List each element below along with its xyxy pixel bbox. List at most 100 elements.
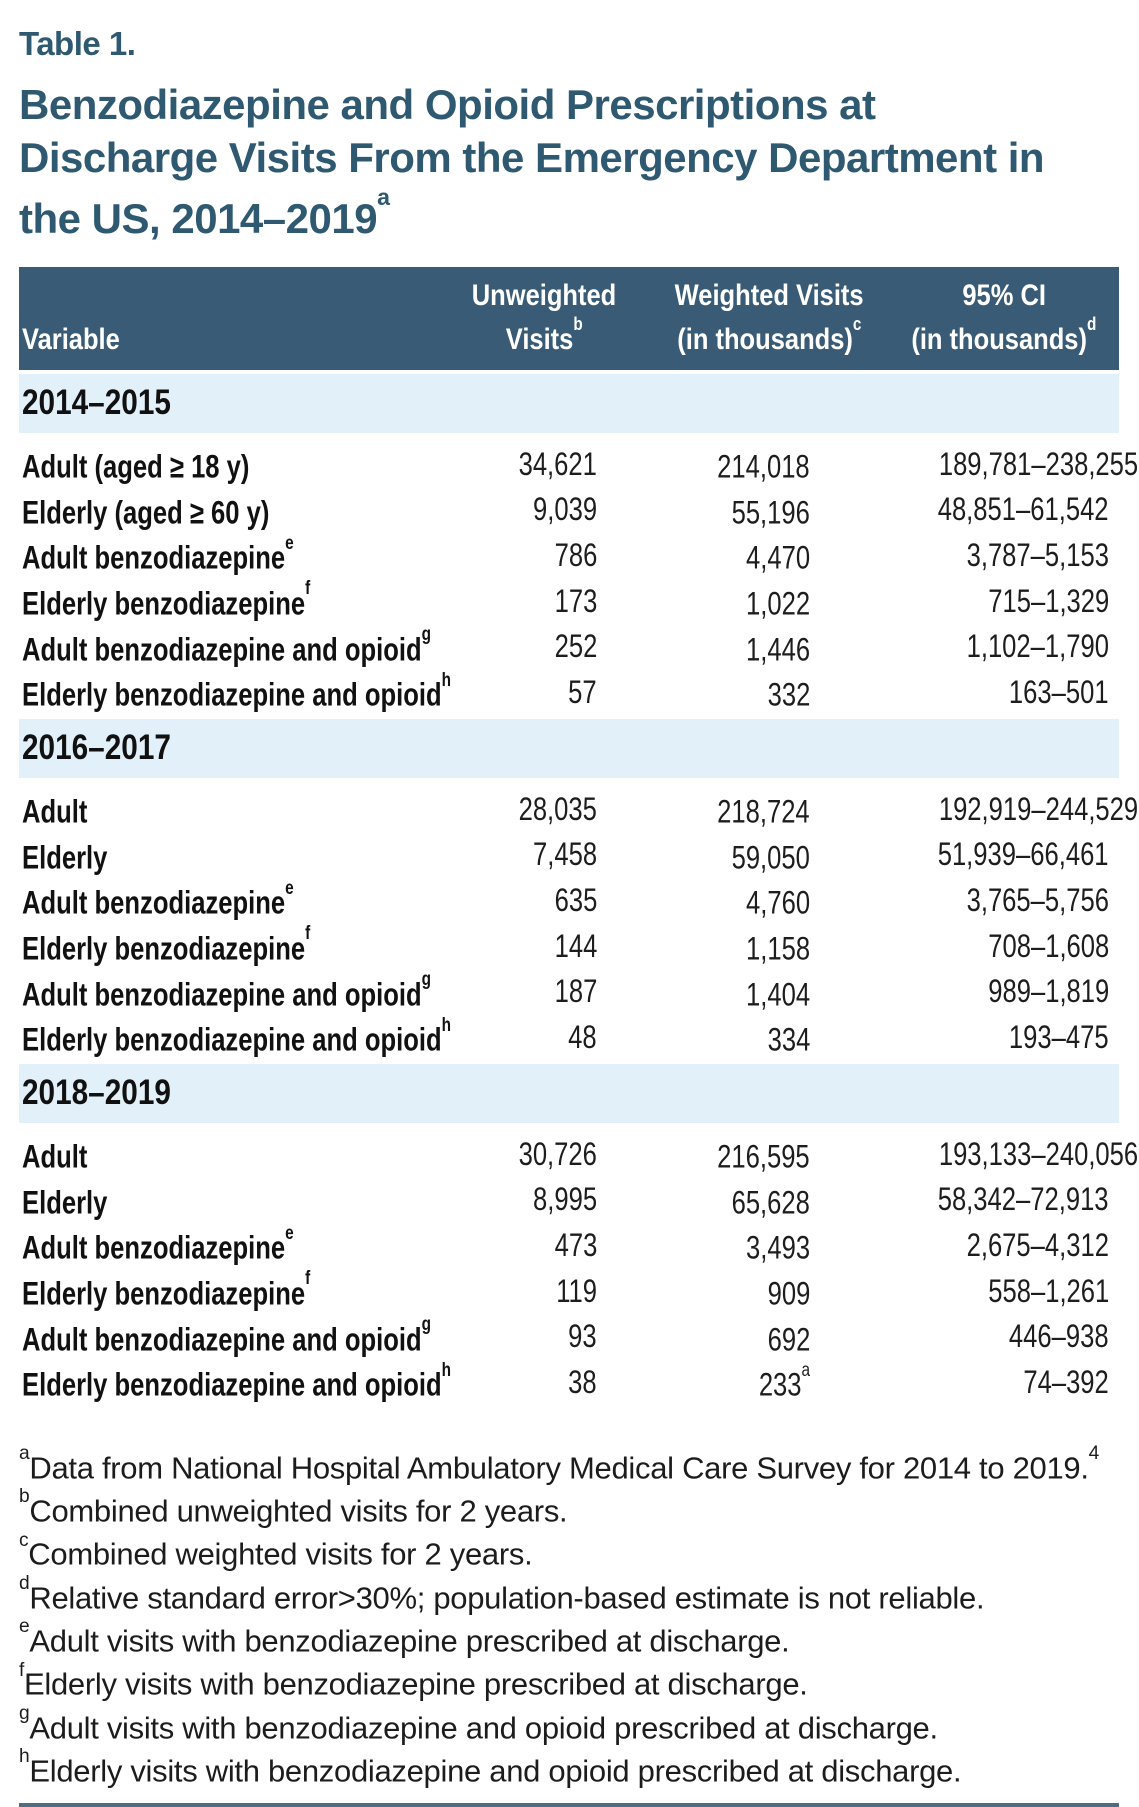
ci-value: 715–1,329	[987, 582, 1109, 619]
ci-value: 708–1,608	[987, 927, 1109, 964]
row-label: Adult benzodiazepinee	[22, 1222, 294, 1266]
ci-value: 48,851–61,542	[938, 491, 1109, 528]
table-number-label: Table 1.	[19, 25, 136, 62]
page-title-text: Benzodiazepine and Opioid Prescriptions …	[19, 81, 1045, 242]
unweighted-value: 34,621	[518, 445, 597, 482]
unweighted-value: 30,726	[518, 1135, 597, 1172]
header-superscript-d: d	[1087, 313, 1097, 334]
row-label: Elderly benzodiazepine and opioidh	[22, 669, 451, 713]
unweighted-value: 144	[554, 927, 597, 964]
row-label: Adult	[22, 793, 88, 830]
ci-value: 989–1,819	[987, 973, 1109, 1010]
unweighted-value: 38	[568, 1363, 597, 1400]
column-header-unweighted-visits: Unweighted Visitsb	[439, 267, 649, 372]
column-header-95-ci: 95% CI (in thousands)d	[889, 267, 1119, 372]
bottom-divider	[19, 1803, 1119, 1807]
table-row: Elderly benzodiazepinef 119 909 558–1,26…	[19, 1268, 1119, 1314]
table-row: Adult benzodiazepine and opioidg 93 692 …	[19, 1314, 1119, 1360]
unweighted-value: 48	[568, 1019, 597, 1056]
row-label: Elderly benzodiazepine and opioidh	[22, 1014, 451, 1058]
weighted-value: 1,022	[745, 585, 810, 622]
table-row: Adult benzodiazepinee 473 3,493 2,675–4,…	[19, 1222, 1119, 1268]
weighted-value: 218,724	[717, 793, 810, 830]
footnote-d: dRelative standard error>30%; population…	[19, 1573, 985, 1616]
ci-value: 51,939–66,461	[938, 836, 1109, 873]
ci-value: 193,133–240,056	[938, 1135, 1139, 1172]
footnotes: aData from National Hospital Ambulatory …	[19, 1443, 1120, 1790]
table-header-row: Variable Unweighted Visitsb Weighted Vis…	[19, 267, 1119, 372]
table-row: Adult benzodiazepinee 635 4,760 3,765–5,…	[19, 877, 1119, 923]
section-label: 2018–2019	[19, 1059, 1119, 1131]
row-label: Adult benzodiazepine and opioidg	[22, 624, 432, 668]
unweighted-value: 7,458	[532, 836, 597, 873]
ci-value: 193–475	[1009, 1019, 1109, 1056]
row-label: Adult (aged ≥ 18 y)	[22, 448, 250, 485]
weighted-value: 909	[767, 1275, 810, 1312]
unweighted-value: 187	[554, 973, 597, 1010]
unweighted-value: 57	[568, 674, 597, 711]
unweighted-value: 473	[554, 1227, 597, 1264]
section-row-2016-2017: 2016–2017	[19, 714, 1119, 786]
row-label: Adult benzodiazepinee	[22, 532, 294, 576]
ci-value: 2,675–4,312	[966, 1227, 1109, 1264]
row-label: Elderly benzodiazepine and opioidh	[22, 1359, 451, 1403]
unweighted-value: 93	[568, 1318, 597, 1355]
ci-value: 58,342–72,913	[938, 1181, 1109, 1218]
footnote-g: gAdult visits with benzodiazepine and op…	[19, 1703, 938, 1746]
unweighted-value: 9,039	[532, 491, 597, 528]
table-row: Elderly benzodiazepine and opioidh 48 33…	[19, 1014, 1119, 1062]
footnote-h: hElderly visits with benzodiazepine and …	[19, 1746, 962, 1789]
ci-value: 1,102–1,790	[966, 628, 1109, 665]
weighted-value: 4,760	[745, 884, 810, 921]
weighted-value: 65,628	[731, 1184, 810, 1221]
ci-value: 163–501	[1009, 674, 1109, 711]
unweighted-value: 28,035	[518, 790, 597, 827]
table-row: Elderly benzodiazepine and opioidh 38 23…	[19, 1359, 1119, 1405]
weighted-value: 332	[767, 676, 810, 713]
weighted-value: 59,050	[731, 839, 810, 876]
row-label: Elderly	[22, 839, 108, 876]
table-row: Elderly benzodiazepinef 173 1,022 715–1,…	[19, 578, 1119, 624]
section-row-2018-2019: 2018–2019	[19, 1059, 1119, 1131]
ci-value: 3,765–5,756	[966, 882, 1109, 919]
table-row: Elderly 8,995 65,628 58,342–72,913	[19, 1177, 1119, 1223]
section-row-2014-2015: 2014–2015	[19, 370, 1119, 441]
weighted-value: 334	[767, 1021, 810, 1058]
weighted-value: 233a	[758, 1359, 810, 1403]
weighted-value: 1,404	[745, 976, 810, 1013]
row-label: Elderly benzodiazepinef	[22, 923, 311, 967]
weighted-value: 216,595	[717, 1138, 810, 1175]
weighted-value: 692	[767, 1321, 810, 1358]
header-superscript-b: b	[573, 313, 583, 334]
unweighted-value: 252	[554, 628, 597, 665]
unweighted-value: 173	[554, 582, 597, 619]
unweighted-value: 119	[556, 1272, 597, 1309]
row-label: Adult benzodiazepinee	[22, 877, 294, 921]
page-title: Benzodiazepine and Opioid Prescriptions …	[19, 78, 1119, 245]
footnote-a: aData from National Hospital Ambulatory …	[19, 1443, 1100, 1486]
table-row: Adult benzodiazepinee 786 4,470 3,787–5,…	[19, 532, 1119, 578]
footnote-reference-4: 4	[1088, 1443, 1100, 1465]
ci-value: 3,787–5,153	[966, 537, 1109, 574]
section-label: 2016–2017	[19, 714, 1119, 786]
footnote-b: bCombined unweighted visits for 2 years.	[19, 1486, 568, 1529]
footnote-f: fElderly visits with benzodiazepine pres…	[19, 1659, 808, 1702]
ci-value: 446–938	[1009, 1318, 1109, 1355]
section-label: 2014–2015	[19, 370, 1119, 441]
table-row: Adult 30,726 216,595 193,133–240,056	[19, 1127, 1139, 1177]
unweighted-value: 635	[554, 882, 597, 919]
title-superscript: a	[377, 184, 390, 211]
weighted-value: 55,196	[731, 494, 810, 531]
table-row: Elderly benzodiazepinef 144 1,158 708–1,…	[19, 923, 1119, 969]
row-label: Adult benzodiazepine and opioidg	[22, 968, 432, 1013]
footnote-c: cCombined weighted visits for 2 years.	[19, 1529, 533, 1572]
weighted-value: 4,470	[745, 539, 810, 576]
column-header-variable: Variable	[19, 267, 439, 372]
table-row: Adult benzodiazepine and opioidg 187 1,4…	[19, 969, 1119, 1015]
weighted-value: 1,446	[745, 631, 810, 668]
table-row: Adult (aged ≥ 18 y) 34,621 214,018 189,7…	[19, 437, 1138, 487]
row-label: Adult benzodiazepine and opioidg	[22, 1313, 432, 1358]
table-row: Elderly benzodiazepine and opioidh 57 33…	[19, 669, 1119, 717]
table-row: Adult benzodiazepine and opioidg 252 1,4…	[19, 624, 1119, 670]
unweighted-value: 8,995	[532, 1181, 597, 1218]
